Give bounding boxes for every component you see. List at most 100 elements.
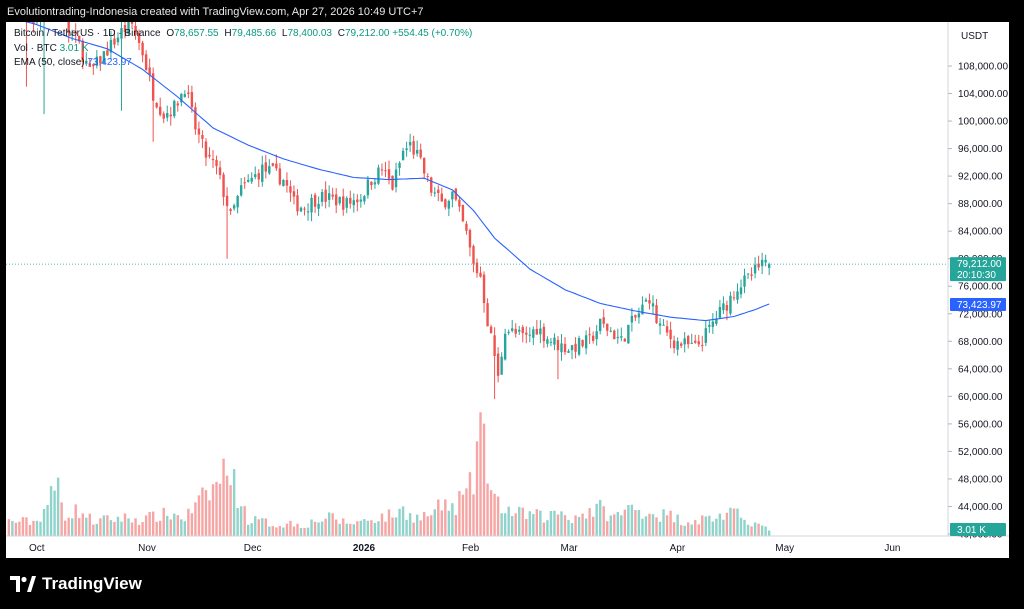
candle-body [67, 22, 70, 33]
volume-bar [458, 491, 461, 536]
volume-bar [324, 518, 327, 536]
volume-bar [401, 506, 405, 536]
volume-bar [746, 524, 750, 536]
candle-body [426, 176, 429, 178]
candle-body [373, 182, 377, 185]
candle-body [102, 51, 106, 64]
candle-body [507, 331, 510, 333]
volume-bar [503, 513, 507, 536]
volume-bar [345, 523, 348, 536]
candle-body [606, 323, 609, 331]
volume-bar [574, 515, 577, 536]
legend-volume[interactable]: Vol · BTC 3.01 K [14, 43, 89, 54]
candlestick-chart[interactable]: USDT 108,000.00 104,000.00 100,000.00 96,000… [6, 22, 1009, 558]
volume-bar [137, 524, 141, 536]
volume-bar [704, 516, 707, 536]
volume-bar [285, 523, 289, 536]
candle-body [676, 341, 679, 350]
volume-bar [35, 520, 39, 536]
candle-body [352, 200, 355, 206]
volume-bar [433, 509, 436, 536]
last-price-tag-bg [950, 257, 1006, 282]
last-price-tag-text: 20:10:30 [957, 270, 996, 281]
candle-body [130, 22, 134, 24]
volume-bar [166, 515, 169, 536]
candle-body [672, 340, 676, 349]
chart-panel[interactable]: USDT 108,000.00 104,000.00 100,000.00 96,000… [6, 22, 1009, 558]
legend-ema-label: EMA (50, close) [14, 57, 85, 68]
volume-bar [532, 513, 535, 536]
candle-body [732, 297, 736, 299]
candle-body [746, 273, 750, 275]
candle-body [120, 28, 123, 39]
volume-bar [21, 517, 25, 536]
volume-bar [327, 512, 331, 536]
volume-bar [391, 517, 394, 536]
candle-body [85, 60, 88, 64]
candle-body [74, 31, 77, 35]
volume-bar [148, 511, 151, 536]
candle-body [760, 259, 764, 267]
volume-bar [359, 520, 363, 536]
legend-symbol[interactable]: Bitcoin / TetherUS · 1D · Binance [14, 28, 161, 39]
volume-bar [384, 521, 387, 536]
volume-bar [11, 521, 14, 536]
volume-bar [81, 513, 84, 536]
candle-body [711, 321, 715, 327]
candle-body [433, 192, 436, 194]
volume-bar [338, 523, 341, 536]
volume-bar [56, 477, 60, 536]
volume-bar [525, 519, 528, 536]
candle-body [475, 262, 479, 274]
volume-bar [556, 514, 560, 536]
candle-body [204, 141, 208, 158]
volume-bar [553, 510, 556, 536]
candle-body [694, 340, 697, 343]
candle-body [634, 315, 637, 318]
candle-body [669, 329, 672, 340]
volume-bar [71, 518, 74, 536]
volume-bar [711, 521, 715, 536]
candle-body [637, 313, 641, 318]
volume-bar [356, 521, 359, 536]
candle-body [236, 196, 239, 208]
candle-body [363, 196, 366, 202]
candle-body [613, 330, 616, 340]
candle-body [662, 324, 665, 326]
candle-body [570, 345, 574, 351]
candle-body [232, 205, 236, 209]
candle-body [208, 154, 211, 157]
volume-bar [310, 519, 313, 536]
legend-ema[interactable]: EMA (50, close) 73,423.97 [14, 57, 132, 68]
volume-bar [123, 513, 127, 536]
candle-body [239, 185, 243, 196]
candle-body [342, 196, 345, 210]
volume-bar [162, 507, 165, 536]
y-tick-label: 108,000.00 [958, 62, 1008, 73]
candle-body [123, 25, 127, 33]
legend-close: 79,212.00 [345, 28, 390, 39]
volume-bar [408, 513, 412, 536]
volume-bar [282, 527, 285, 536]
volume-bar [676, 514, 679, 536]
tradingview-logo[interactable]: TradingView [10, 574, 142, 594]
x-tick-label: May [775, 543, 794, 554]
volume-bar [151, 511, 155, 536]
candle-body [116, 37, 120, 43]
candle-body [609, 330, 612, 332]
volume-bar [387, 509, 391, 536]
volume-bar [528, 511, 531, 536]
candle-body [591, 335, 595, 341]
candle-body [461, 204, 465, 222]
volume-bar [627, 505, 630, 536]
volume-bar [78, 518, 81, 536]
volume-bar [190, 513, 194, 536]
candle-body [739, 287, 743, 295]
candle-body [722, 303, 725, 311]
volume-bar [757, 523, 760, 536]
volume-bar [690, 524, 693, 536]
x-tick-label: Feb [462, 543, 480, 554]
volume-bar [176, 515, 179, 536]
legend-ohlc: Bitcoin / TetherUS · 1D · Binance O78,65… [14, 28, 472, 39]
volume-bar [549, 511, 553, 536]
